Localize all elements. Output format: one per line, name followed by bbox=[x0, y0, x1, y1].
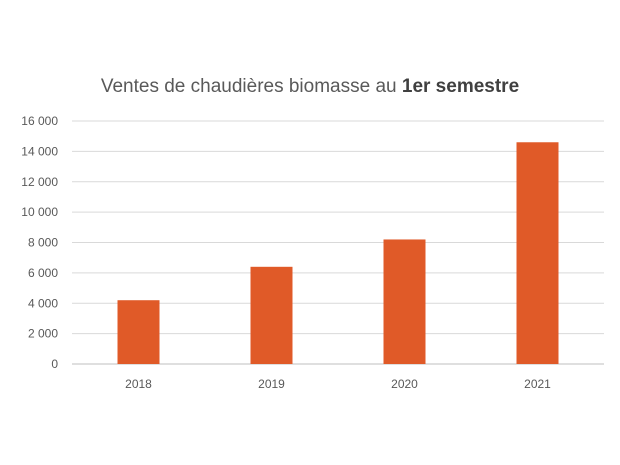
bar bbox=[516, 142, 559, 364]
bar bbox=[383, 239, 426, 364]
y-tick-label: 14 000 bbox=[21, 144, 58, 158]
chart-title-bold: 1er semestre bbox=[401, 76, 520, 97]
y-tick-label: 10 000 bbox=[21, 205, 58, 219]
y-tick-label: 2 000 bbox=[28, 327, 58, 341]
y-tick-label: 8 000 bbox=[28, 236, 58, 250]
x-tick-label: 2018 bbox=[125, 377, 152, 391]
x-tick-label: 2019 bbox=[258, 377, 285, 391]
x-tick-label: 2021 bbox=[524, 377, 551, 391]
y-tick-label: 6 000 bbox=[28, 266, 58, 280]
bar bbox=[117, 300, 160, 364]
x-tick-label: 2020 bbox=[391, 377, 418, 391]
y-tick-label: 0 bbox=[51, 357, 58, 371]
bar bbox=[250, 266, 293, 364]
y-tick-label: 16 000 bbox=[21, 114, 58, 128]
chart-title-main: Ventes de chaudières biomasse au bbox=[100, 76, 402, 97]
y-tick-label: 12 000 bbox=[21, 175, 58, 189]
y-tick-label: 4 000 bbox=[28, 296, 58, 310]
chart-title: Ventes de chaudières biomasse au 1er sem… bbox=[0, 76, 620, 98]
